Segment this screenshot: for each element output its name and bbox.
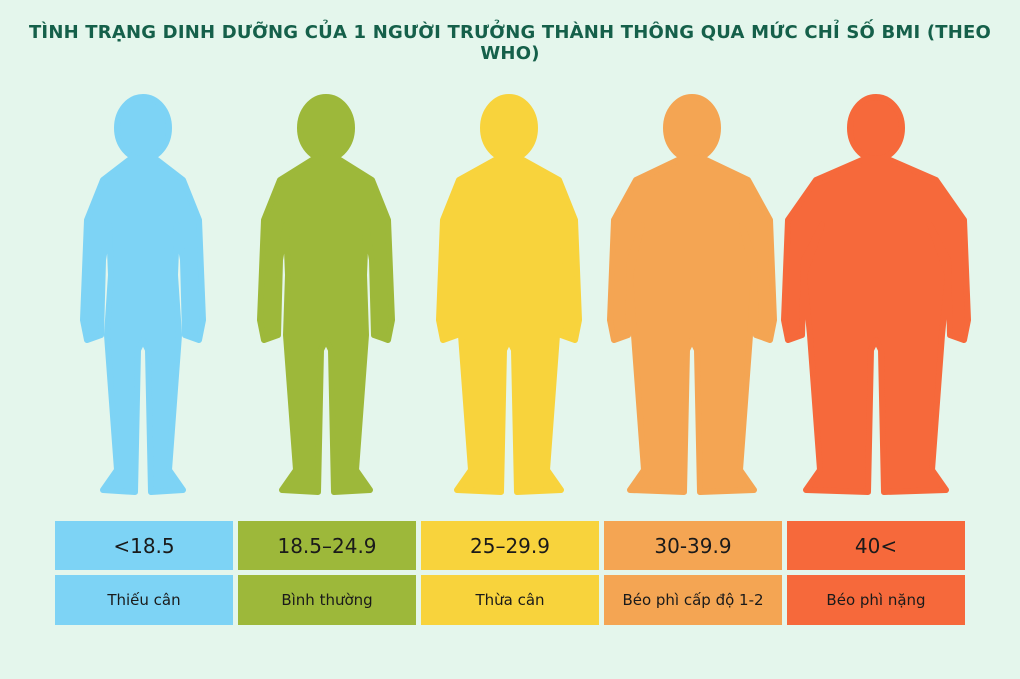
body-figure <box>436 94 582 495</box>
body-figure <box>257 94 395 495</box>
bmi-range: 18.5–24.9 <box>238 521 416 570</box>
title: TÌNH TRẠNG DINH DƯỠNG CỦA 1 NGƯỜI TRƯỞNG… <box>28 22 992 64</box>
bmi-range: 30-39.9 <box>604 521 782 570</box>
bmi-range: 25–29.9 <box>421 521 599 570</box>
body-figure <box>607 94 777 495</box>
bmi-label: Bình thường <box>238 575 416 625</box>
bmi-label: Thiếu cân <box>55 575 233 625</box>
bmi-label: Thừa cân <box>421 575 599 625</box>
bmi-range: <18.5 <box>55 521 233 570</box>
bmi-label: Béo phì cấp độ 1-2 <box>604 575 782 625</box>
body-figure <box>781 94 971 495</box>
body-figure <box>80 94 206 495</box>
bmi-label: Béo phì nặng <box>787 575 965 625</box>
bmi-range: 40< <box>787 521 965 570</box>
